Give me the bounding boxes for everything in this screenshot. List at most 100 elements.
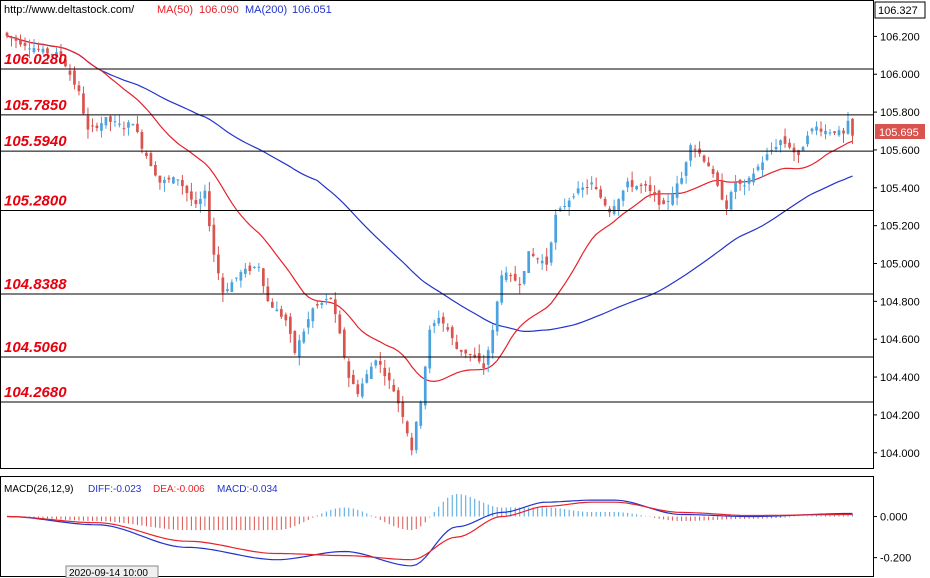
- candle-body: [756, 166, 760, 171]
- candle-body: [19, 39, 22, 45]
- level-label: 105.7850: [4, 97, 67, 114]
- ma50-line: [6, 35, 853, 383]
- macd-diff-label: DIFF:-0.023: [88, 484, 142, 495]
- y-tick-label: 105.400: [880, 183, 920, 195]
- candle-body: [5, 32, 9, 37]
- candle-body: [315, 304, 319, 306]
- candle-body: [621, 190, 625, 201]
- candle-body: [581, 187, 585, 190]
- candle-body: [518, 284, 522, 286]
- level-label: 104.5060: [4, 339, 67, 356]
- candle-body: [392, 384, 396, 392]
- candle-body: [675, 183, 679, 198]
- candle-body: [208, 191, 211, 227]
- ma200-label: MA(200): [245, 4, 287, 16]
- candle-body: [230, 282, 234, 292]
- candle-body: [23, 42, 27, 46]
- candle-body: [167, 177, 171, 180]
- y-tick-label: 104.400: [880, 372, 920, 384]
- y-tick-label: 104.200: [880, 410, 920, 422]
- candle-body: [59, 51, 63, 56]
- candle-body: [387, 372, 391, 381]
- candle-body: [190, 191, 193, 200]
- y-tick-label: 104.800: [880, 296, 920, 308]
- candle-body: [163, 179, 166, 184]
- candle-body: [136, 123, 139, 132]
- current-price-tag: [875, 124, 925, 139]
- candle-body: [28, 48, 31, 50]
- candle-body: [55, 52, 58, 57]
- candle-body: [729, 192, 733, 210]
- candle-body: [131, 124, 135, 126]
- candle-body: [46, 48, 49, 54]
- candle-body: [77, 85, 81, 92]
- candle-body: [734, 182, 737, 192]
- candle-body: [342, 329, 346, 358]
- macd-group: 0.000 -0.200: [6, 493, 911, 567]
- candle-body: [846, 120, 850, 134]
- candle-body: [199, 198, 202, 205]
- candle-body: [284, 314, 288, 321]
- candle-body: [513, 273, 517, 281]
- candle-body: [752, 173, 755, 183]
- candle-body: [356, 384, 360, 395]
- candle-body: [194, 200, 198, 205]
- y-tick-label: 106.000: [880, 69, 920, 81]
- ma200-line: [6, 35, 853, 332]
- y-tick-label: 105.000: [880, 258, 920, 270]
- candle-body: [270, 301, 274, 308]
- candle-body: [810, 128, 814, 132]
- top-price-box: [874, 1, 926, 19]
- candle-body: [14, 37, 18, 41]
- level-label: 105.5940: [4, 133, 67, 150]
- candle-body: [374, 360, 378, 366]
- macd-dea-label: DEA:-0.006: [153, 484, 205, 495]
- candle-body: [482, 363, 486, 369]
- candle-body: [329, 297, 333, 299]
- candle-body: [455, 341, 459, 349]
- candle-body: [536, 258, 540, 260]
- y-tick-label: 104.000: [880, 448, 920, 460]
- candle-body: [140, 132, 144, 149]
- candle-body: [410, 437, 414, 451]
- candle-body: [837, 130, 841, 136]
- macd-panel: [0, 476, 874, 577]
- candle-body: [113, 121, 117, 123]
- y-tick-label: 105.600: [880, 145, 920, 157]
- candle-body: [761, 162, 764, 170]
- candle-body: [419, 401, 423, 426]
- candle-body: [770, 149, 773, 151]
- candle-body: [819, 128, 823, 132]
- candle-body: [545, 256, 549, 265]
- current-price: 105.695: [879, 127, 919, 139]
- candle-body: [64, 59, 67, 67]
- candle-body: [10, 36, 13, 39]
- candle-body: [671, 194, 674, 205]
- candle-body: [333, 299, 337, 315]
- candle-body: [603, 198, 607, 206]
- candle-body: [226, 289, 229, 292]
- candle-body: [653, 192, 656, 196]
- candle-body: [104, 117, 108, 126]
- candle-body: [473, 354, 477, 358]
- macd-label: MACD(26,12,9): [4, 484, 73, 495]
- ma200-value: 106.051: [292, 4, 332, 16]
- candle-body: [37, 48, 40, 50]
- candle-body: [91, 125, 94, 127]
- candle-body: [666, 200, 670, 202]
- site-label: http://www.deltastock.com/: [4, 4, 135, 16]
- candle-body: [145, 152, 148, 156]
- candle-body: [657, 190, 661, 205]
- candle-body: [648, 184, 652, 192]
- candle-body: [851, 118, 854, 136]
- candle-body: [747, 177, 751, 184]
- candle-body: [797, 150, 800, 156]
- levels-group: 106.0280 105.7850 105.5940 105.2800 104.8388…: [1, 51, 873, 403]
- candle-body: [585, 187, 589, 189]
- candle-body: [792, 147, 796, 153]
- candle-body: [522, 271, 526, 284]
- candle-body: [828, 132, 832, 134]
- candle-body: [635, 185, 638, 190]
